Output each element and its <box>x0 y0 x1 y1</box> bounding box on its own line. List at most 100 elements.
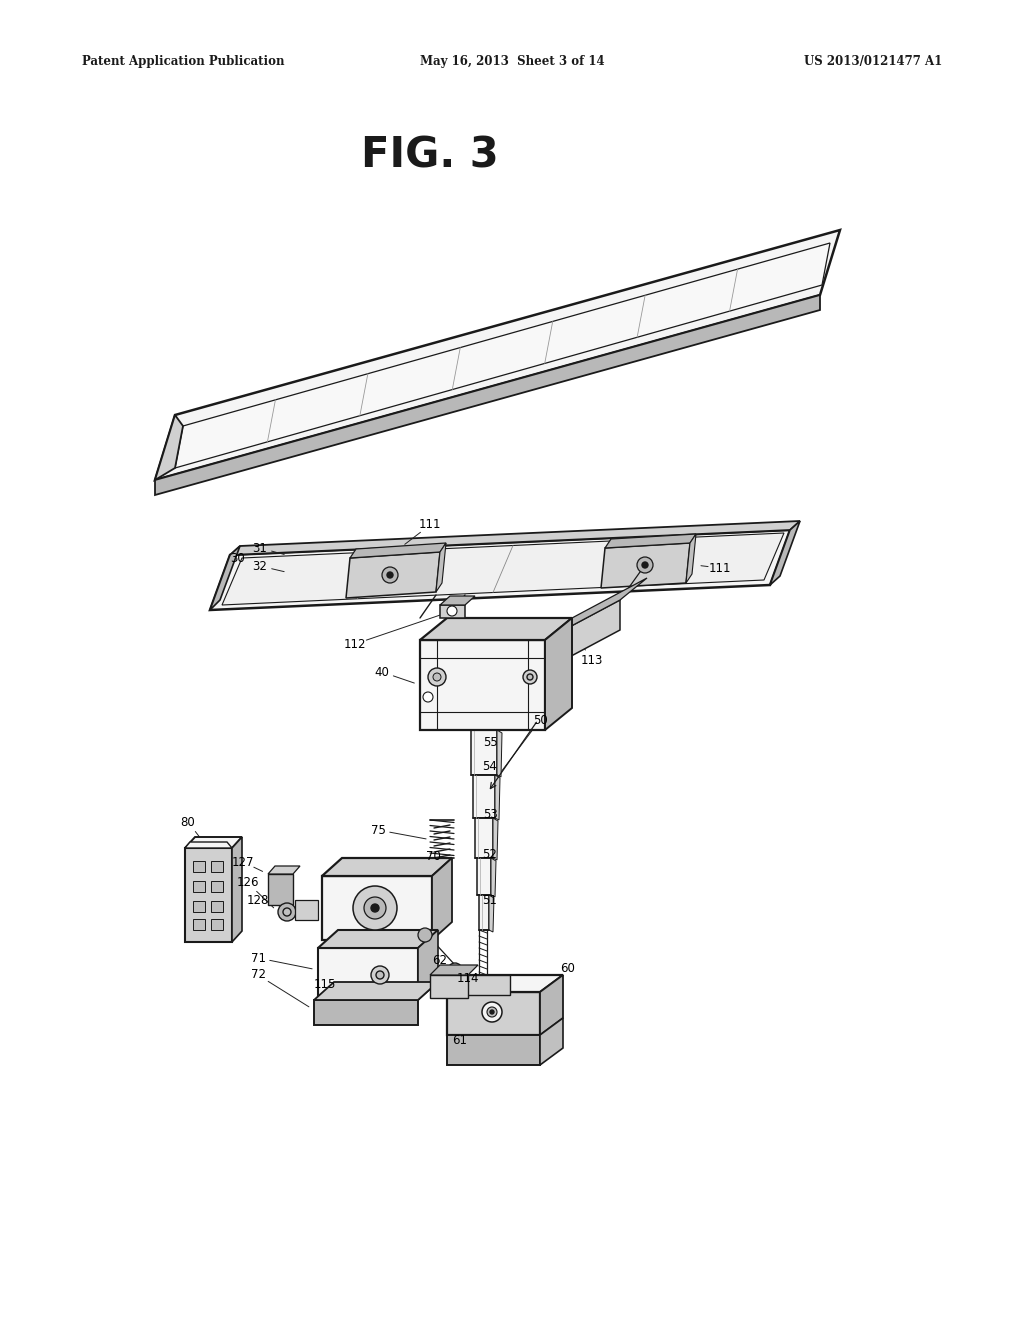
Text: May 16, 2013  Sheet 3 of 14: May 16, 2013 Sheet 3 of 14 <box>420 55 604 69</box>
Polygon shape <box>155 294 820 495</box>
Text: 114: 114 <box>457 972 479 985</box>
Text: 61: 61 <box>453 1034 468 1047</box>
Bar <box>193 919 205 931</box>
Circle shape <box>371 966 389 983</box>
Polygon shape <box>479 895 489 931</box>
Polygon shape <box>185 847 232 942</box>
Text: 111: 111 <box>709 561 731 574</box>
Text: 32: 32 <box>253 560 267 573</box>
Bar <box>193 902 205 912</box>
Text: 53: 53 <box>482 808 498 821</box>
Polygon shape <box>155 230 840 480</box>
Polygon shape <box>447 993 540 1035</box>
Circle shape <box>433 673 441 681</box>
Polygon shape <box>350 543 446 558</box>
Text: 71: 71 <box>251 952 265 965</box>
Polygon shape <box>447 975 563 993</box>
Polygon shape <box>545 618 572 730</box>
Circle shape <box>423 692 433 702</box>
Polygon shape <box>175 243 830 469</box>
Polygon shape <box>268 866 300 874</box>
Polygon shape <box>455 975 510 995</box>
Bar <box>211 880 223 892</box>
Polygon shape <box>295 900 318 920</box>
Bar <box>211 902 223 912</box>
Circle shape <box>428 668 446 686</box>
Text: US 2013/0121477 A1: US 2013/0121477 A1 <box>804 55 942 69</box>
Circle shape <box>371 904 379 912</box>
Bar <box>211 861 223 873</box>
Text: 72: 72 <box>251 969 265 982</box>
Circle shape <box>382 568 398 583</box>
Circle shape <box>376 972 384 979</box>
Polygon shape <box>490 858 496 898</box>
Circle shape <box>523 671 537 684</box>
Polygon shape <box>489 895 494 932</box>
Polygon shape <box>545 578 647 640</box>
Polygon shape <box>475 818 493 858</box>
Polygon shape <box>432 858 452 940</box>
Text: 127: 127 <box>231 855 254 869</box>
Circle shape <box>482 1002 502 1022</box>
Polygon shape <box>346 552 440 598</box>
Circle shape <box>283 908 291 916</box>
Circle shape <box>353 886 397 931</box>
Polygon shape <box>440 605 465 618</box>
Circle shape <box>387 572 393 578</box>
Polygon shape <box>185 837 242 847</box>
Text: 50: 50 <box>532 714 548 726</box>
Bar <box>193 880 205 892</box>
Text: 62: 62 <box>432 953 447 966</box>
Text: 54: 54 <box>482 759 498 772</box>
Bar <box>193 861 205 873</box>
Polygon shape <box>605 535 696 548</box>
Polygon shape <box>314 982 438 1001</box>
Polygon shape <box>420 618 572 640</box>
Polygon shape <box>770 521 800 585</box>
Polygon shape <box>185 842 232 847</box>
Circle shape <box>452 968 458 973</box>
Circle shape <box>490 1010 494 1014</box>
Polygon shape <box>318 931 438 948</box>
Text: 80: 80 <box>180 816 196 829</box>
Polygon shape <box>473 775 495 818</box>
Polygon shape <box>230 521 800 554</box>
Text: 30: 30 <box>230 552 246 565</box>
Polygon shape <box>222 533 784 605</box>
Text: 112: 112 <box>344 638 367 651</box>
Text: 75: 75 <box>371 824 385 837</box>
Text: 40: 40 <box>375 665 389 678</box>
Polygon shape <box>232 837 242 942</box>
Polygon shape <box>545 601 620 671</box>
Polygon shape <box>210 531 790 610</box>
Polygon shape <box>540 1018 563 1065</box>
Circle shape <box>418 928 432 942</box>
Polygon shape <box>430 975 468 998</box>
Polygon shape <box>447 1035 540 1065</box>
Circle shape <box>447 606 457 616</box>
Text: 70: 70 <box>426 850 440 862</box>
Text: 31: 31 <box>253 541 267 554</box>
Polygon shape <box>471 730 497 775</box>
Circle shape <box>487 1007 497 1016</box>
Text: 55: 55 <box>482 735 498 748</box>
Polygon shape <box>477 858 490 895</box>
Polygon shape <box>436 543 446 591</box>
Text: 60: 60 <box>560 961 575 974</box>
Polygon shape <box>418 931 438 1001</box>
Circle shape <box>278 903 296 921</box>
Polygon shape <box>430 965 478 975</box>
Polygon shape <box>268 874 293 906</box>
Polygon shape <box>440 597 475 605</box>
Polygon shape <box>155 414 183 480</box>
Text: 128: 128 <box>247 894 269 907</box>
Bar <box>211 919 223 931</box>
Polygon shape <box>210 546 240 610</box>
Polygon shape <box>420 640 545 730</box>
Text: 111: 111 <box>419 519 441 532</box>
Polygon shape <box>497 730 502 777</box>
Polygon shape <box>686 535 696 583</box>
Text: FIG. 3: FIG. 3 <box>361 135 499 176</box>
Text: 52: 52 <box>482 849 498 862</box>
Circle shape <box>527 675 534 680</box>
